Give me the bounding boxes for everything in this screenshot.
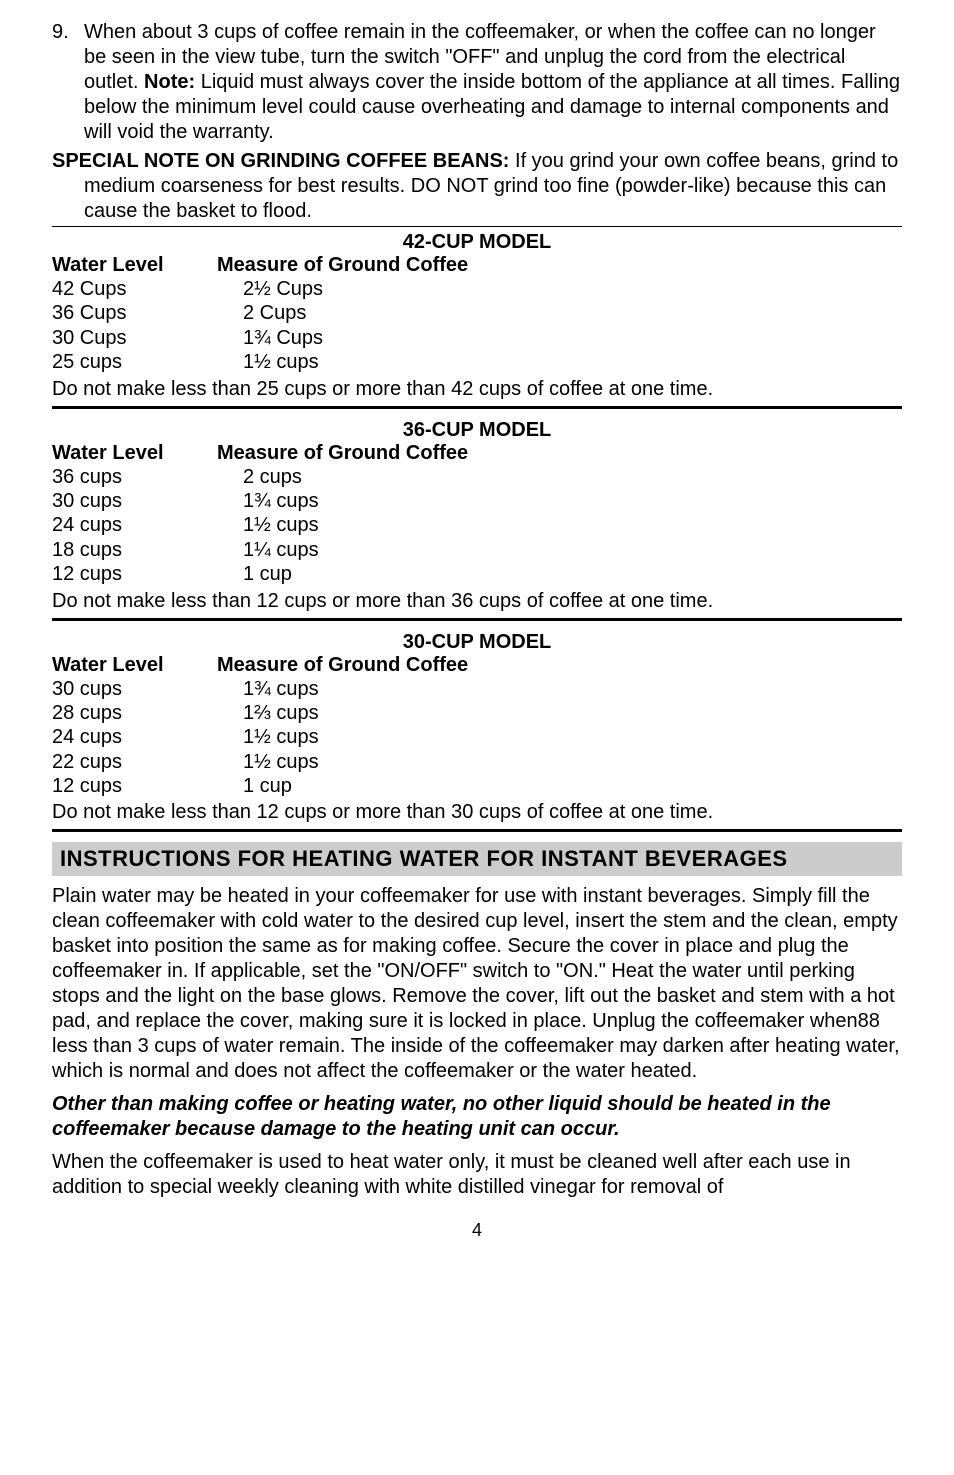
table-row: 22 cups1½ cups [52, 750, 902, 774]
note-label: Note: [144, 71, 195, 93]
table-head: Water Level Measure of Ground Coffee [52, 442, 902, 465]
thick-divider [52, 618, 902, 621]
table-head: Water Level Measure of Ground Coffee [52, 254, 902, 277]
col-measure-header: Measure of Ground Coffee [217, 654, 902, 677]
table-row: 24 cups1½ cups [52, 513, 902, 537]
table-row: 18 cups1¼ cups [52, 538, 902, 562]
col-measure-header: Measure of Ground Coffee [217, 254, 902, 277]
warning-paragraph: Other than making coffee or heating wate… [52, 1092, 902, 1142]
limit-note-36: Do not make less than 12 cups or more th… [52, 589, 902, 614]
col-water-header: Water Level [52, 254, 217, 277]
limit-note-30: Do not make less than 12 cups or more th… [52, 800, 902, 825]
table-row: 30 cups1¾ cups [52, 677, 902, 701]
section-heading-bar: INSTRUCTIONS FOR HEATING WATER FOR INSTA… [52, 842, 902, 876]
numbered-list: 9. When about 3 cups of coffee remain in… [52, 20, 902, 145]
table-row: 25 cups1½ cups [52, 350, 902, 374]
table-head: Water Level Measure of Ground Coffee [52, 654, 902, 677]
list-text: When about 3 cups of coffee remain in th… [84, 20, 902, 145]
col-measure-header: Measure of Ground Coffee [217, 442, 902, 465]
section-heading: INSTRUCTIONS FOR HEATING WATER FOR INSTA… [60, 846, 788, 871]
body-paragraph-2: When the coffeemaker is used to heat wat… [52, 1150, 902, 1200]
table-row: 12 cups1 cup [52, 774, 902, 798]
special-note: SPECIAL NOTE ON GRINDING COFFEE BEANS: I… [52, 149, 902, 224]
special-note-label: SPECIAL NOTE ON GRINDING COFFEE BEANS: [52, 150, 509, 172]
table-row: 30 Cups1¾ Cups [52, 326, 902, 350]
col-water-header: Water Level [52, 442, 217, 465]
table-row: 42 Cups2½ Cups [52, 277, 902, 301]
model-title-30: 30-CUP MODEL [52, 631, 902, 654]
list-item-9: 9. When about 3 cups of coffee remain in… [52, 20, 902, 145]
col-water-header: Water Level [52, 654, 217, 677]
limit-note-42: Do not make less than 25 cups or more th… [52, 377, 902, 402]
model-title-42: 42-CUP MODEL [52, 231, 902, 254]
body-paragraph-1: Plain water may be heated in your coffee… [52, 884, 902, 1084]
thick-divider [52, 829, 902, 832]
page-number: 4 [52, 1220, 902, 1241]
table-row: 36 cups2 cups [52, 465, 902, 489]
table-row: 36 Cups2 Cups [52, 301, 902, 325]
model-title-36: 36-CUP MODEL [52, 419, 902, 442]
table-row: 28 cups1⅔ cups [52, 701, 902, 725]
table-row: 24 cups1½ cups [52, 725, 902, 749]
divider [52, 226, 902, 227]
table-row: 30 cups1¾ cups [52, 489, 902, 513]
table-row: 12 cups1 cup [52, 562, 902, 586]
list-number: 9. [52, 20, 84, 145]
thick-divider [52, 406, 902, 409]
